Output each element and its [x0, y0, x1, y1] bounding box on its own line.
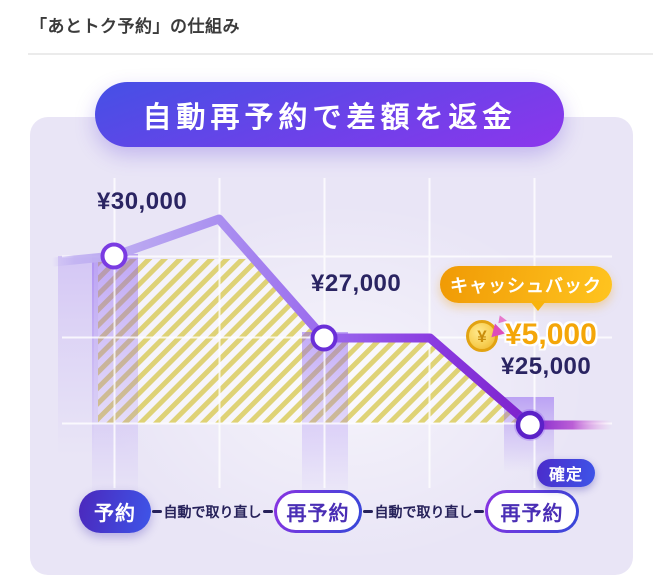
title-divider: [28, 53, 653, 55]
banner-label: 自動再予約で差額を返金: [142, 101, 517, 134]
step-pill-rebook-1: 再予約: [274, 490, 362, 533]
page-title: 「あとトク予約」の仕組み: [30, 17, 240, 36]
cashback-badge-tail: [530, 301, 546, 311]
sparkle-icon: [498, 315, 508, 325]
coin-yen-symbol: ¥: [477, 326, 487, 346]
cashback-amount: ¥5,000: [505, 318, 597, 351]
connector-dash: [152, 510, 163, 513]
step-pill-rebook-2: 再予約: [485, 490, 579, 533]
connector-label: 自動で取り直し: [163, 503, 262, 520]
banner: 自動再予約で差額を返金: [95, 82, 564, 147]
step-label-reserve: 予約: [94, 503, 136, 525]
connector-dash: [363, 510, 374, 513]
price-label-final: ¥25,000: [501, 353, 592, 380]
connector-dash: [473, 510, 484, 513]
confirmed-badge-label: 確定: [548, 467, 583, 484]
cashback-badge: キャッシュバック: [440, 266, 612, 303]
connector-label: 自動で取り直し: [374, 503, 473, 520]
connector-dash: [262, 510, 273, 513]
price-label-rebooked: ¥27,000: [311, 270, 402, 297]
step-pill-reserve: 予約: [79, 490, 151, 533]
timeline: 予約 自動で取り直し 再予約 自動で取り直し 再予約: [79, 490, 579, 533]
confirmed-badge: 確定: [537, 459, 595, 487]
step-label-rebook-2: 再予約: [500, 503, 564, 525]
price-label-initial: ¥30,000: [97, 188, 188, 215]
cashback-badge-label: キャッシュバック: [450, 275, 602, 296]
step-label-rebook-1: 再予約: [286, 503, 350, 525]
